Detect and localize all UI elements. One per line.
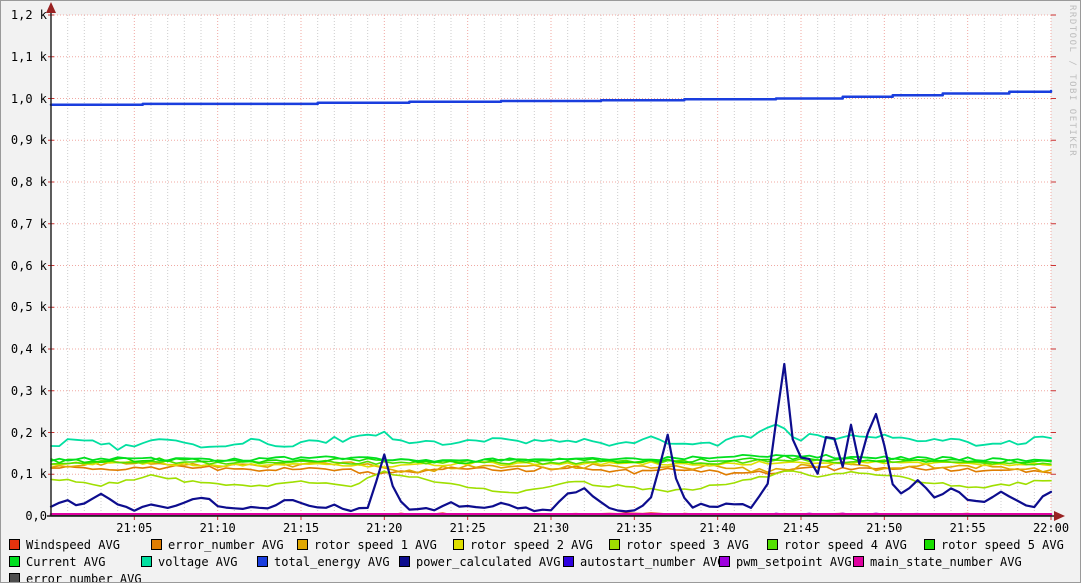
y-tick-label: 0,2 k	[10, 425, 47, 440]
legend-swatch-icon	[719, 556, 730, 567]
legend-label: rotor speed 2 AVG	[470, 537, 593, 552]
rrdtool-watermark: RRDTOOL / TOBI OETIKER	[1067, 5, 1077, 158]
y-tick-label: 0,7 k	[10, 216, 47, 231]
legend-label: rotor speed 1 AVG	[314, 537, 437, 552]
y-tick-label: 0,0	[25, 509, 47, 523]
legend-item-error_number-avg: error_number AVG	[9, 571, 142, 583]
x-tick-label: 21:15	[282, 521, 320, 535]
x-tick-label: 21:25	[449, 521, 486, 535]
legend-item-pwm_setpoint-avg: pwm_setpoint AVG	[719, 554, 852, 569]
legend-swatch-icon	[151, 539, 162, 550]
legend-item-rotor-speed-2-avg: rotor speed 2 AVG	[453, 537, 593, 552]
legend-label: main_state_number AVG	[870, 554, 1022, 569]
x-tick-label: 21:55	[949, 521, 986, 535]
series-power_calculated-avg	[49, 362, 1053, 513]
y-tick-label: 0,5 k	[10, 300, 47, 315]
y-tick-label: 1,1 k	[10, 49, 47, 64]
legend-item-power_calculated-avg: power_calculated AVG	[399, 554, 561, 569]
legend-swatch-icon	[9, 539, 20, 550]
x-tick-label: 21:40	[699, 521, 736, 535]
x-axis-arrow	[1054, 511, 1065, 521]
x-tick-label: 22:00	[1032, 521, 1070, 535]
x-tick-label: 21:35	[616, 521, 653, 535]
legend-label: pwm_setpoint AVG	[736, 554, 852, 569]
legend-item-total_energy-avg: total_energy AVG	[257, 554, 390, 569]
series-rotor-speed-1-avg	[50, 461, 1052, 474]
x-tick-label: 21:50	[866, 521, 903, 535]
legend-label: power_calculated AVG	[416, 554, 561, 569]
y-tick-label: 0,9 k	[10, 133, 47, 148]
x-tick-label: 21:45	[782, 521, 820, 535]
legend-label: total_energy AVG	[274, 554, 390, 569]
series-current-avg	[50, 453, 1052, 463]
series-rotor-speed-5-avg	[50, 454, 1052, 465]
series-rotor-speed-2-avg	[50, 460, 1052, 468]
legend-swatch-icon	[924, 539, 935, 550]
legend-swatch-icon	[9, 556, 20, 567]
legend-label: rotor speed 5 AVG	[941, 537, 1064, 552]
x-tick-label: 21:20	[366, 521, 403, 535]
legend-label: rotor speed 4 AVG	[784, 537, 907, 552]
legend-swatch-icon	[453, 539, 464, 550]
legend-item-error_number-avg: error_number AVG	[151, 537, 284, 552]
legend-item-rotor-speed-4-avg: rotor speed 4 AVG	[767, 537, 907, 552]
series-voltage-avg	[50, 423, 1052, 451]
y-tick-label: 0,8 k	[10, 175, 47, 189]
legend-label: voltage AVG	[158, 554, 238, 569]
legend-item-rotor-speed-1-avg: rotor speed 1 AVG	[297, 537, 437, 552]
legend-item-main_state_number-avg: main_state_number AVG	[853, 554, 1022, 569]
x-tick-label: 21:05	[116, 521, 153, 535]
legend-item-autostart_number-avg: autostart_number AVG	[563, 554, 725, 569]
legend-label: rotor speed 3 AVG	[626, 537, 749, 552]
y-tick-label: 0,1 k	[10, 467, 47, 482]
legend-label: autostart_number AVG	[580, 554, 725, 569]
legend-swatch-icon	[9, 573, 20, 582]
y-axis-arrow	[46, 2, 56, 13]
x-tick-label: 21:30	[532, 521, 570, 535]
legend-item-voltage-avg: voltage AVG	[141, 554, 238, 569]
y-tick-label: 0,4 k	[10, 342, 47, 356]
legend-swatch-icon	[767, 539, 778, 550]
legend-label: error_number AVG	[168, 537, 284, 552]
legend-swatch-icon	[609, 539, 620, 550]
legend-item-current-avg: Current AVG	[9, 554, 106, 569]
legend-label: Windspeed AVG	[26, 537, 120, 552]
y-tick-label: 1,2 k	[10, 8, 47, 22]
series-total_energy-avg	[49, 89, 1053, 107]
x-tick-label: 21:10	[199, 521, 236, 535]
legend-item-rotor-speed-3-avg: rotor speed 3 AVG	[609, 537, 749, 552]
legend-swatch-icon	[141, 556, 152, 567]
y-tick-label: 0,6 k	[10, 258, 47, 273]
legend-swatch-icon	[853, 556, 864, 567]
y-tick-label: 0,3 k	[10, 383, 47, 398]
legend-swatch-icon	[399, 556, 410, 567]
legend-label: error_number AVG	[26, 571, 142, 583]
legend-label: Current AVG	[26, 554, 106, 569]
y-tick-label: 1,0 k	[10, 91, 47, 106]
legend-item-rotor-speed-5-avg: rotor speed 5 AVG	[924, 537, 1064, 552]
legend-swatch-icon	[297, 539, 308, 550]
legend-swatch-icon	[257, 556, 268, 567]
legend-swatch-icon	[563, 556, 574, 567]
legend-item-windspeed-avg: Windspeed AVG	[9, 537, 120, 552]
series-rotor-speed-3-avg	[50, 470, 1052, 494]
